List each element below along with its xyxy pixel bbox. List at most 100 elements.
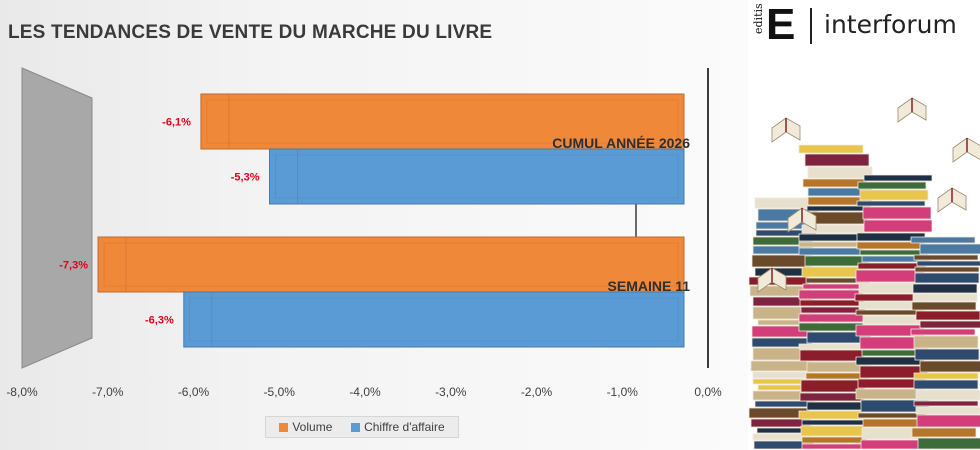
book-spine <box>800 425 866 437</box>
book-spine <box>804 153 870 167</box>
legend-swatch-chiffre <box>351 422 361 432</box>
bar-chart: -6,1% -5,3% CUMUL ANNÉE 2026 -7,3% -6,3% SEMA… <box>6 67 722 399</box>
book-spine <box>863 174 933 182</box>
brand-panel: editis E interforum <box>748 0 980 450</box>
book-spine <box>912 293 978 302</box>
book-spine <box>798 233 864 242</box>
data-label-1-1: -6,3% <box>145 315 174 327</box>
data-label-1-0: -5,3% <box>231 172 260 184</box>
book-spine <box>802 178 868 188</box>
book-spine <box>750 360 812 372</box>
bar-chiffre-0 <box>269 148 685 205</box>
book-spine <box>801 436 867 444</box>
book-spine <box>798 343 864 350</box>
chart-side-wall <box>21 67 93 369</box>
book-spine <box>799 392 865 402</box>
x-tick-label-8: 0,0% <box>694 385 722 399</box>
logo-separator <box>810 8 812 44</box>
book-spine <box>913 400 979 407</box>
legend-label-volume: Volume <box>292 420 333 434</box>
legend-swatch-volume <box>279 422 289 432</box>
bar-bevel-0-1 <box>103 242 679 287</box>
book-spine <box>917 437 980 450</box>
book-spine <box>863 219 933 233</box>
bar-volume-1 <box>97 236 685 293</box>
book-spine <box>855 269 925 283</box>
logo-e-letter: E <box>766 0 796 49</box>
book-spine <box>802 283 868 290</box>
legend-entry-chiffre: Chiffre d'affaire <box>351 420 445 434</box>
book-spine <box>807 166 873 179</box>
book-spine <box>859 189 929 201</box>
data-label-0-0: -6,1% <box>162 117 191 129</box>
book-spine <box>913 335 979 349</box>
book-spine <box>862 206 932 220</box>
book-spine <box>798 289 864 300</box>
book-spine <box>806 205 872 212</box>
legend-label-chiffre: Chiffre d'affaire <box>364 420 445 434</box>
logo-editis-text: editis <box>752 3 765 34</box>
book-spine <box>856 200 926 207</box>
book-spine <box>752 371 814 379</box>
book-spine <box>910 328 976 336</box>
book-spine <box>919 243 980 255</box>
bar-volume-0 <box>200 93 685 150</box>
book-spine <box>800 379 866 393</box>
x-tick-label-7: -1,0% <box>607 385 639 399</box>
category-label-0: CUMUL ANNÉE 2026 <box>552 135 690 151</box>
chart-panel: -6,1% -5,3% CUMUL ANNÉE 2026 -7,3% -6,3% SEMA… <box>0 0 748 450</box>
book-spine <box>913 372 979 380</box>
book-spine <box>801 419 867 426</box>
book-spine <box>910 236 976 244</box>
book-stacks-illustration <box>748 97 980 450</box>
book-spine <box>857 181 927 190</box>
book-spine <box>913 379 979 390</box>
book-spine <box>798 410 864 420</box>
chart-legend: Volume Chiffre d'affaire <box>265 416 459 438</box>
book-spine <box>757 319 819 326</box>
book-spine <box>915 389 980 401</box>
editis-interforum-logo: editis E interforum <box>748 0 980 60</box>
x-tick-label-5: -3,0% <box>435 385 467 399</box>
book-spine <box>855 309 925 316</box>
book-spine <box>798 144 864 154</box>
book-spine <box>916 260 980 267</box>
book-spine <box>915 310 980 321</box>
book-spine <box>914 348 980 361</box>
data-label-0-1: -7,3% <box>59 260 88 272</box>
bar-bevel-1-1 <box>189 297 679 342</box>
book-spine <box>799 299 865 307</box>
x-tick-label-6: -2,0% <box>521 385 553 399</box>
book-spine <box>914 266 980 273</box>
x-tick-label-0: -8,0% <box>6 385 38 399</box>
book-spine <box>800 306 866 314</box>
book-spine <box>798 322 864 332</box>
book-spine <box>916 414 980 428</box>
book-spine <box>798 241 864 248</box>
book-spine <box>798 313 864 323</box>
book-spine <box>751 254 813 268</box>
x-tick-label-3: -5,0% <box>264 385 296 399</box>
book-spine <box>751 325 813 338</box>
book-spine <box>911 301 977 311</box>
book-spine <box>855 356 925 366</box>
legend-entry-volume: Volume <box>279 420 332 434</box>
book-spine <box>754 400 816 408</box>
book-spine <box>859 249 929 256</box>
book-spine <box>855 388 925 400</box>
book-spine <box>913 254 979 261</box>
logo-interforum-text: interforum <box>824 10 957 39</box>
book-spine <box>911 427 977 438</box>
book-spine <box>919 360 980 373</box>
book-spine <box>799 349 865 362</box>
book-spine <box>798 247 864 256</box>
chart-title: LES TENDANCES DE VENTE DU MARCHE DU LIVR… <box>8 22 493 43</box>
category-label-1: SEMAINE 11 <box>608 278 691 294</box>
x-tick-label-1: -7,0% <box>92 385 124 399</box>
book-spine <box>912 283 978 294</box>
x-tick-label-4: -4,0% <box>349 385 381 399</box>
book-spine <box>801 443 867 450</box>
bar-bevel-1-0 <box>275 154 679 199</box>
x-tick-label-2: -6,0% <box>178 385 210 399</box>
bar-bevel-0-0 <box>206 99 679 144</box>
